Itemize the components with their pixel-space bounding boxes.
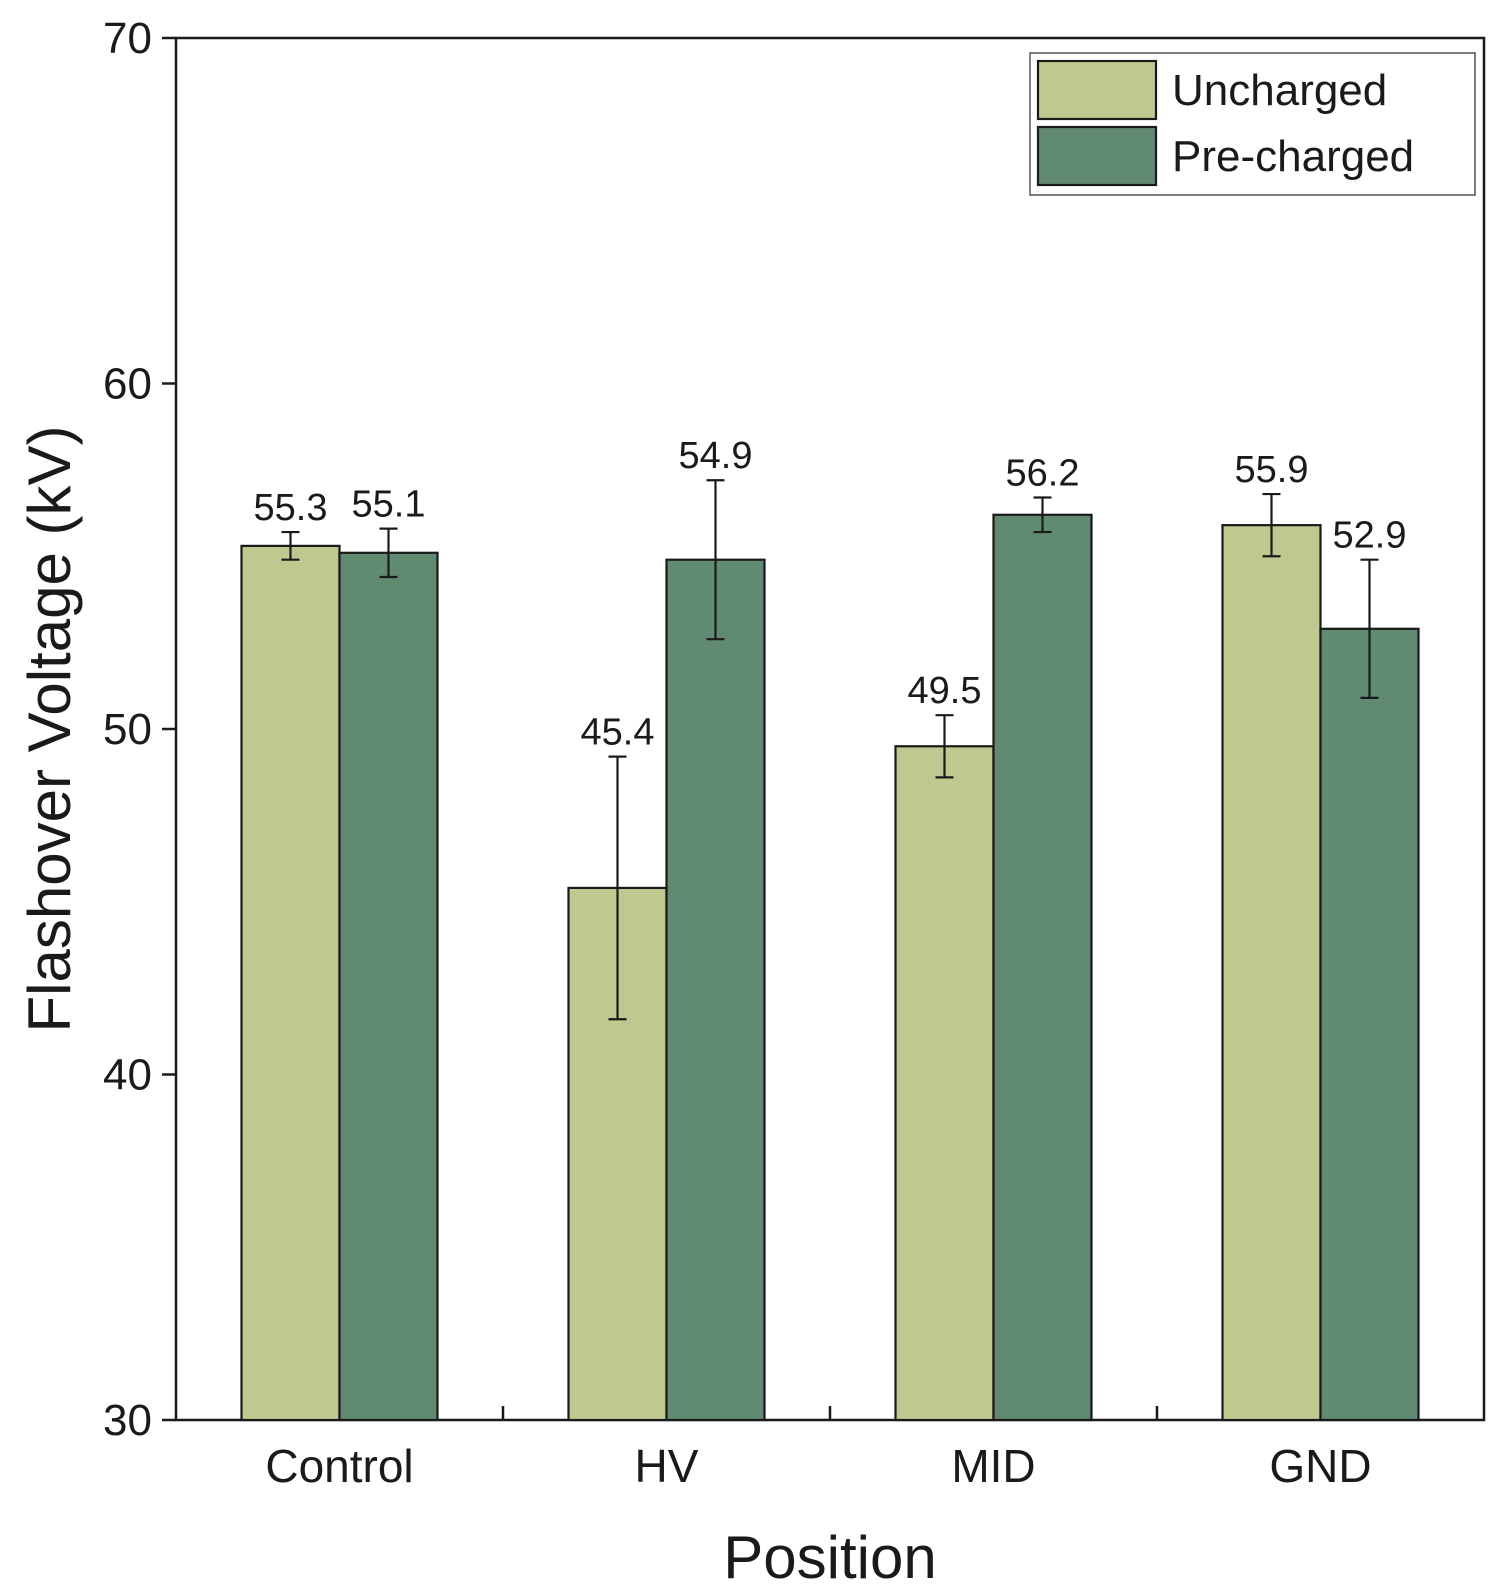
data-label: 55.1 bbox=[352, 484, 426, 526]
bar-uncharged-control bbox=[240, 544, 341, 1422]
error-bar bbox=[1033, 496, 1052, 534]
data-label: 55.3 bbox=[254, 487, 328, 529]
legend-swatch-uncharged bbox=[1036, 59, 1158, 121]
x-axis-title: Position bbox=[723, 1524, 936, 1591]
bar-pre-charged-hv bbox=[665, 558, 766, 1422]
bar-uncharged-hv bbox=[567, 886, 668, 1422]
error-bar bbox=[1262, 492, 1281, 558]
error-bar bbox=[1360, 558, 1379, 700]
x-tick-label: MID bbox=[951, 1440, 1035, 1492]
y-tick-label: 60 bbox=[103, 360, 152, 409]
data-label: 55.9 bbox=[1235, 449, 1309, 491]
error-bar bbox=[935, 714, 954, 779]
x-tick-label: HV bbox=[635, 1440, 699, 1492]
bar-pre-charged-control bbox=[338, 551, 439, 1422]
bar-pre-charged-gnd bbox=[1319, 627, 1420, 1422]
x-tick-label: Control bbox=[265, 1440, 413, 1492]
data-label: 45.4 bbox=[581, 712, 655, 754]
data-label: 49.5 bbox=[908, 670, 982, 712]
error-bar bbox=[706, 479, 725, 641]
y-tick-label: 40 bbox=[103, 1051, 152, 1100]
y-tick-label: 70 bbox=[103, 14, 152, 63]
error-bar bbox=[281, 530, 300, 561]
legend-label: Pre-charged bbox=[1172, 132, 1414, 181]
y-tick-label: 30 bbox=[103, 1396, 152, 1445]
legend-swatch-pre-charged bbox=[1036, 125, 1158, 187]
bar-uncharged-mid bbox=[894, 745, 995, 1422]
error-bar bbox=[379, 527, 398, 579]
bar-uncharged-gnd bbox=[1221, 524, 1322, 1422]
data-label: 56.2 bbox=[1006, 453, 1080, 495]
bar-pre-charged-mid bbox=[992, 513, 1093, 1422]
data-label: 52.9 bbox=[1333, 515, 1407, 557]
data-label: 54.9 bbox=[679, 435, 753, 477]
x-tick-label: GND bbox=[1269, 1440, 1371, 1492]
legend-label: Uncharged bbox=[1172, 66, 1387, 115]
y-tick-label: 50 bbox=[103, 705, 152, 754]
error-bar bbox=[608, 755, 627, 1021]
y-axis-title: Flashover Voltage (kV) bbox=[16, 426, 83, 1033]
